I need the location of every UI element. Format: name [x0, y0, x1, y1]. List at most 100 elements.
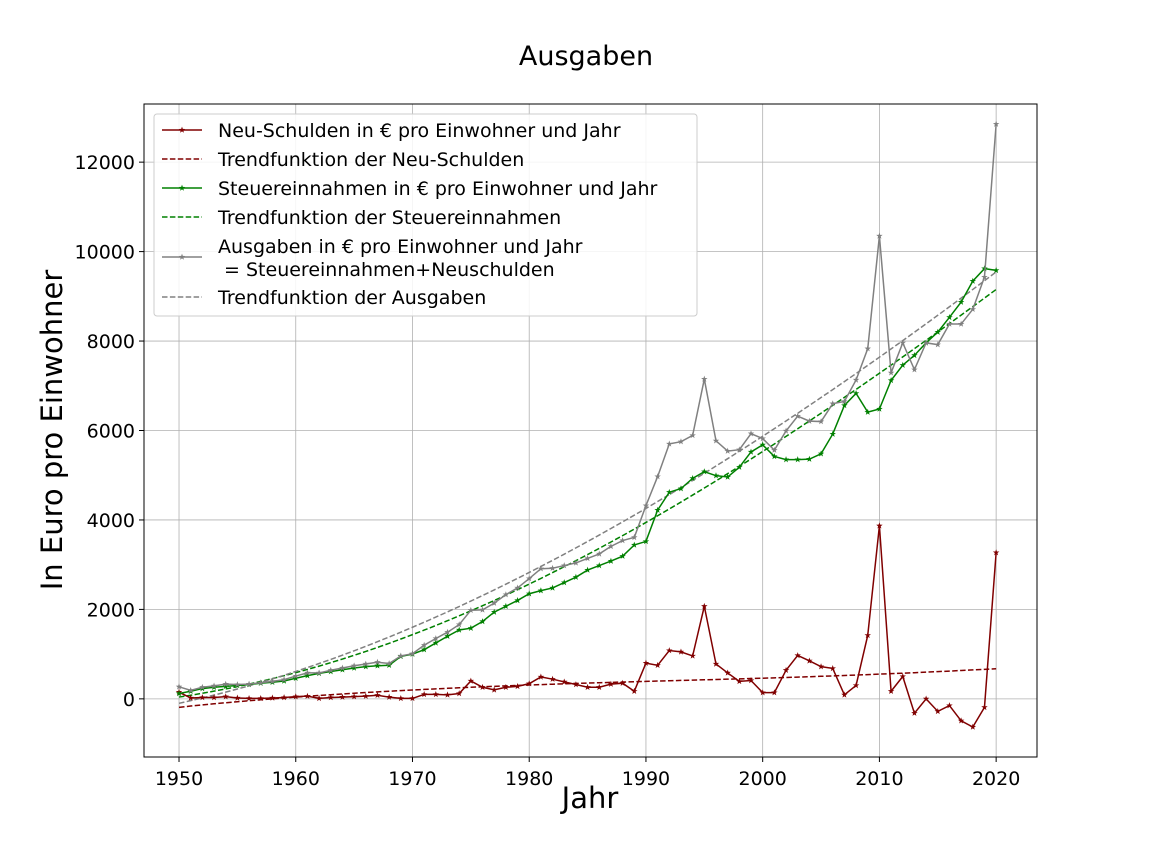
- data-point: [304, 692, 311, 699]
- data-point: [957, 298, 965, 305]
- data-point: [409, 650, 416, 657]
- data-point: [537, 565, 545, 572]
- data-point: [852, 682, 860, 689]
- data-point: [350, 664, 358, 671]
- data-point: [339, 693, 346, 700]
- data-point: [946, 320, 953, 327]
- data-point: [292, 693, 299, 700]
- data-point: [210, 694, 218, 701]
- data-point: [969, 305, 977, 313]
- data-point: [922, 339, 930, 346]
- data-point: [385, 693, 393, 700]
- data-point: [467, 606, 475, 614]
- data-point: [304, 669, 311, 676]
- data-point: [537, 673, 545, 680]
- data-point: [234, 681, 241, 688]
- data-point: [759, 689, 766, 696]
- data-point: [852, 389, 860, 397]
- data-point: [887, 687, 895, 694]
- series-3: [178, 288, 997, 698]
- data-point: [934, 707, 942, 715]
- data-point: [549, 675, 556, 682]
- data-point: [747, 677, 755, 684]
- data-point: [222, 682, 229, 690]
- data-point: [899, 361, 906, 368]
- data-point: [817, 663, 825, 670]
- data-point: [724, 669, 731, 676]
- data-point: [490, 608, 498, 615]
- y-tick-label: 0: [123, 689, 135, 711]
- data-point: [946, 702, 953, 709]
- data-point: [455, 621, 463, 628]
- y-tick-label: 8000: [87, 331, 135, 353]
- data-point: [420, 646, 428, 653]
- y-tick-label: 4000: [87, 510, 135, 532]
- x-tick-label: 1990: [622, 768, 670, 790]
- data-point: [187, 686, 194, 694]
- data-point: [444, 628, 451, 635]
- data-point: [292, 672, 299, 679]
- data-point: [596, 683, 603, 690]
- data-point: [852, 376, 860, 383]
- data-point: [327, 666, 334, 673]
- data-point: [479, 606, 486, 613]
- data-point: [724, 447, 731, 454]
- data-point: [969, 723, 977, 730]
- x-axis-label: Jahr: [560, 781, 619, 815]
- legend-label: Ausgaben in € pro Einwohner und Jahr = S…: [218, 236, 583, 281]
- x-tick-label: 1960: [272, 768, 320, 790]
- data-point: [806, 455, 813, 462]
- data-point: [677, 485, 685, 492]
- data-point: [339, 666, 346, 673]
- data-point: [654, 506, 661, 513]
- data-point: [525, 575, 533, 582]
- data-point: [596, 562, 603, 569]
- data-point: [572, 573, 580, 580]
- data-point: [222, 693, 229, 700]
- data-point: [584, 683, 591, 690]
- data-point: [654, 661, 661, 669]
- y-tick-label: 6000: [87, 421, 135, 443]
- data-point: [957, 717, 965, 724]
- data-point: [549, 564, 556, 572]
- data-point: [304, 672, 311, 679]
- data-point: [701, 468, 708, 475]
- data-point: [350, 662, 358, 669]
- legend-label: Trendfunktion der Neu-Schulden: [217, 149, 524, 171]
- data-point: [455, 626, 463, 633]
- data-point: [269, 694, 276, 701]
- data-point: [280, 694, 288, 701]
- data-point: [677, 648, 685, 655]
- data-point: [409, 695, 416, 702]
- data-point: [362, 692, 370, 699]
- legend-marker: [178, 126, 186, 133]
- data-point: [572, 559, 580, 566]
- data-point: [374, 658, 381, 665]
- data-point: [876, 232, 883, 239]
- data-point: [631, 534, 638, 541]
- data-point: [631, 541, 638, 548]
- data-point: [596, 550, 603, 557]
- y-tick-label: 12000: [75, 152, 135, 174]
- data-point: [432, 639, 440, 646]
- data-point: [981, 273, 988, 280]
- data-point: [736, 463, 743, 470]
- legend-marker: [178, 253, 186, 260]
- data-point: [992, 120, 1000, 127]
- data-point: [502, 602, 510, 610]
- data-point: [759, 441, 766, 448]
- data-point: [490, 686, 498, 693]
- data-point: [806, 417, 813, 424]
- series-1: [178, 667, 997, 709]
- data-point: [829, 400, 836, 407]
- data-point: [876, 522, 883, 529]
- data-point: [514, 597, 521, 604]
- data-point: [175, 683, 183, 690]
- data-point: [817, 418, 825, 425]
- data-point: [362, 660, 370, 667]
- data-point: [712, 660, 720, 667]
- data-point: [479, 683, 486, 690]
- data-point: [561, 678, 568, 685]
- legend-box: [153, 113, 698, 317]
- data-point: [514, 584, 521, 591]
